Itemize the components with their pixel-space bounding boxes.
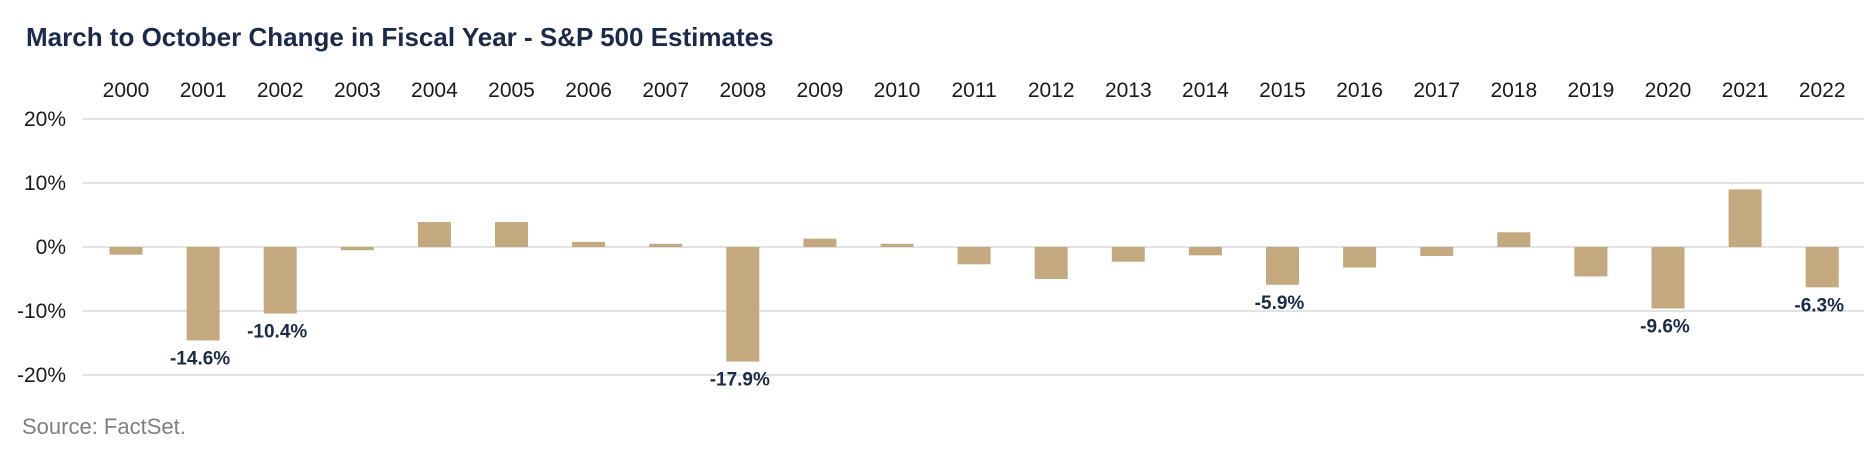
bar — [1420, 247, 1454, 256]
x-tick-label: 2016 — [1336, 79, 1383, 102]
data-label: -9.6% — [1640, 316, 1690, 337]
bar — [109, 247, 143, 255]
x-tick-label: 2004 — [411, 79, 458, 102]
x-tick-label: 2000 — [103, 79, 150, 102]
bar — [1728, 189, 1762, 247]
bar — [1805, 247, 1839, 288]
x-tick-label: 2014 — [1182, 79, 1229, 102]
x-tick-label: 2005 — [488, 79, 535, 102]
bar — [649, 243, 683, 247]
bar — [957, 247, 991, 265]
x-tick-label: 2002 — [257, 79, 304, 102]
bar — [263, 247, 297, 314]
data-label: -10.4% — [247, 322, 307, 343]
bar — [572, 241, 606, 247]
bar — [186, 247, 220, 341]
x-tick-label: 2011 — [952, 79, 997, 102]
x-tick-label: 2008 — [719, 79, 766, 102]
bar — [1188, 247, 1222, 256]
chart-title: March to October Change in Fiscal Year -… — [26, 22, 774, 52]
y-tick-label: -10% — [17, 300, 66, 323]
bar — [726, 247, 760, 362]
x-tick-label: 2007 — [642, 79, 689, 102]
y-tick-label: -20% — [17, 364, 66, 387]
x-tick-label: 2003 — [334, 79, 381, 102]
bar — [1574, 247, 1608, 277]
y-tick-label: 20% — [24, 108, 66, 131]
x-tick-label: 2013 — [1105, 79, 1152, 102]
x-tick-label: 2017 — [1413, 79, 1460, 102]
bar — [1034, 247, 1068, 279]
x-tick-label: 2006 — [565, 79, 612, 102]
source-note: Source: FactSet. — [22, 414, 186, 439]
y-tick-label: 0% — [36, 236, 66, 259]
bar — [1266, 247, 1299, 285]
bar — [340, 247, 374, 251]
x-tick-label: 2021 — [1722, 79, 1769, 102]
bar — [880, 243, 914, 247]
bar — [1111, 247, 1145, 262]
x-tick-label: 2012 — [1028, 79, 1075, 102]
bar — [1497, 232, 1531, 247]
bar — [1343, 247, 1377, 268]
x-tick-label: 2018 — [1490, 79, 1537, 102]
y-tick-label: 10% — [24, 172, 66, 195]
data-label: -14.6% — [170, 348, 230, 369]
bar — [803, 238, 837, 247]
x-tick-label: 2009 — [797, 79, 844, 102]
x-tick-label: 2022 — [1799, 79, 1846, 102]
data-label: -6.3% — [1794, 295, 1844, 316]
x-tick-label: 2010 — [874, 79, 921, 102]
bar — [1651, 247, 1685, 309]
bar — [495, 222, 528, 247]
data-label: -5.9% — [1255, 293, 1305, 314]
x-tick-label: 2001 — [180, 79, 227, 102]
x-tick-label: 2015 — [1259, 79, 1306, 102]
x-tick-label: 2020 — [1645, 79, 1692, 102]
bar — [417, 222, 451, 247]
data-label: -17.9% — [710, 370, 770, 391]
x-tick-label: 2019 — [1568, 79, 1615, 102]
